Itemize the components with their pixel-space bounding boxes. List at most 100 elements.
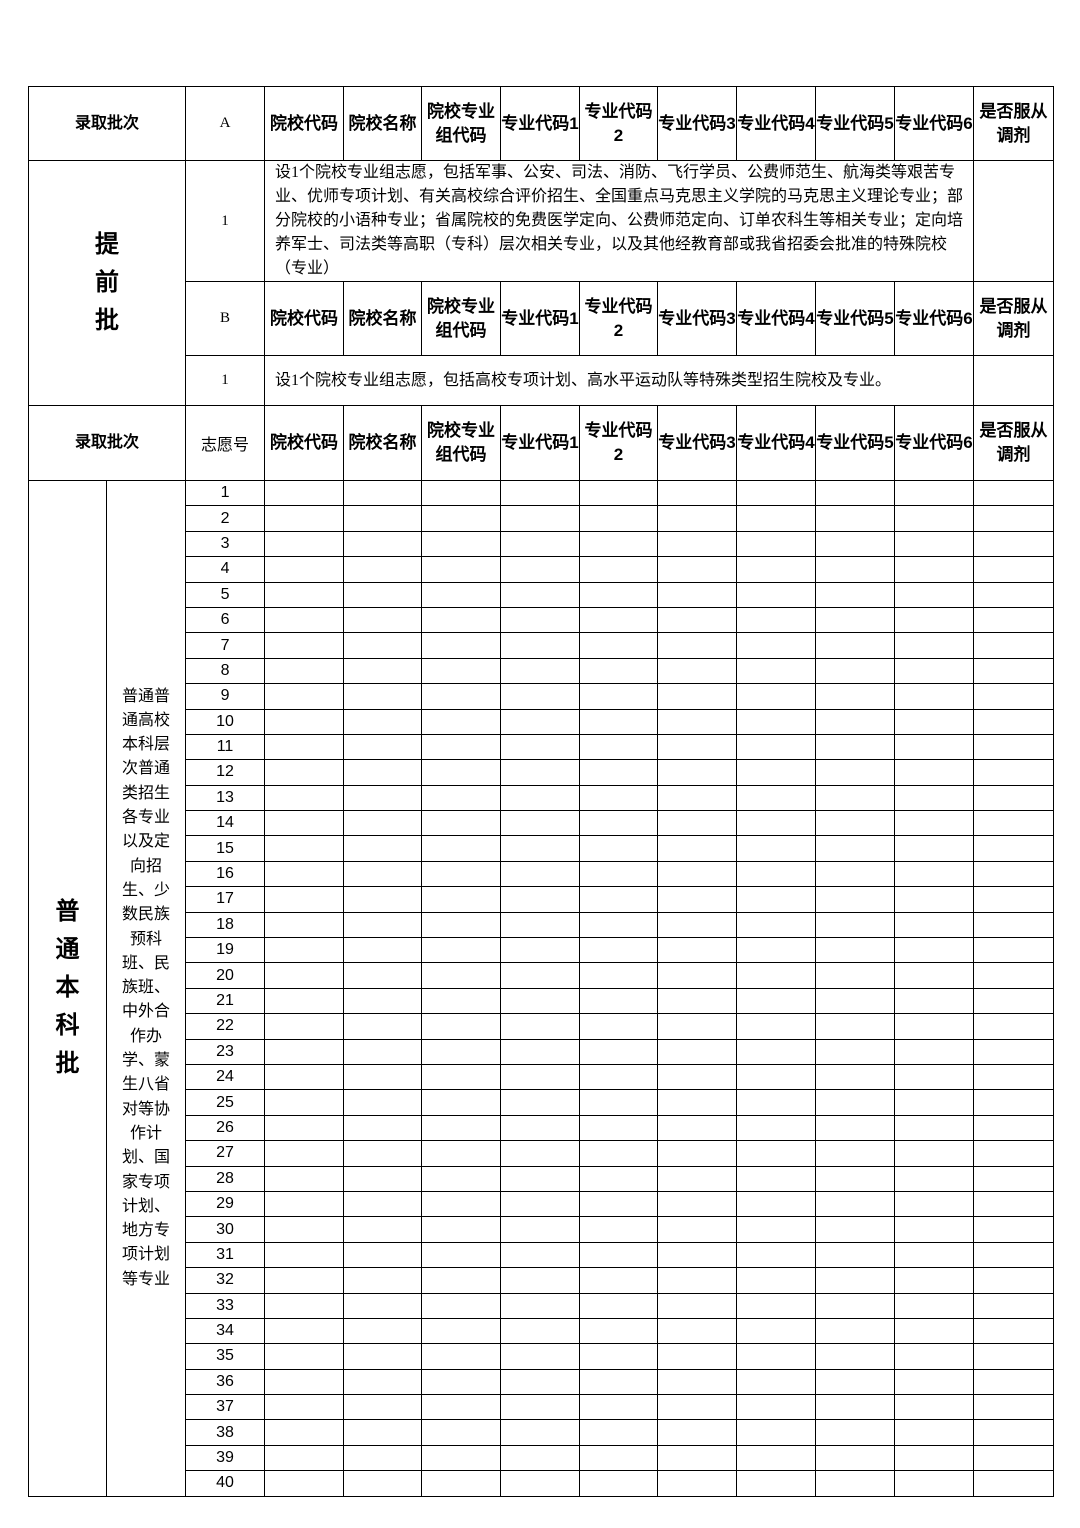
entry-cell[interactable] — [579, 1267, 659, 1294]
entry-cell[interactable] — [343, 683, 423, 710]
entry-cell[interactable] — [421, 1267, 502, 1294]
entry-cell[interactable] — [736, 860, 817, 888]
entry-cell[interactable] — [421, 1089, 502, 1116]
adjust-cell[interactable] — [973, 784, 1055, 812]
entry-cell[interactable] — [264, 911, 345, 939]
entry-cell[interactable] — [343, 1368, 423, 1396]
entry-cell[interactable] — [815, 784, 896, 812]
entry-cell[interactable] — [421, 1444, 502, 1472]
adjust-cell[interactable] — [973, 1368, 1055, 1396]
entry-cell[interactable] — [579, 784, 659, 812]
entry-cell[interactable] — [736, 733, 817, 761]
entry-cell[interactable] — [421, 1114, 502, 1142]
entry-cell[interactable] — [421, 556, 502, 583]
entry-cell[interactable] — [736, 987, 817, 1015]
entry-cell[interactable] — [421, 1343, 502, 1370]
entry-cell[interactable] — [343, 479, 423, 507]
entry-cell[interactable] — [657, 683, 738, 710]
entry-cell[interactable] — [657, 1241, 738, 1269]
entry-cell[interactable] — [894, 1038, 975, 1065]
entry-cell[interactable] — [736, 581, 817, 608]
adjust-cell[interactable] — [973, 1190, 1055, 1218]
entry-cell[interactable] — [579, 683, 659, 710]
entry-cell[interactable] — [421, 810, 502, 837]
entry-cell[interactable] — [815, 1114, 896, 1142]
entry-cell[interactable] — [500, 1241, 581, 1269]
entry-cell[interactable] — [894, 606, 975, 634]
entry-cell[interactable] — [343, 733, 423, 761]
entry-cell[interactable] — [815, 1140, 896, 1167]
entry-cell[interactable] — [500, 530, 581, 558]
entry-cell[interactable] — [264, 886, 345, 913]
entry-cell[interactable] — [736, 1038, 817, 1065]
entry-cell[interactable] — [421, 1140, 502, 1167]
entry-cell[interactable] — [657, 1038, 738, 1065]
adjust-cell[interactable] — [973, 937, 1055, 964]
entry-cell[interactable] — [736, 1267, 817, 1294]
entry-cell[interactable] — [894, 683, 975, 710]
entry-cell[interactable] — [894, 962, 975, 989]
entry-cell[interactable] — [264, 581, 345, 608]
entry-cell[interactable] — [579, 530, 659, 558]
entry-cell[interactable] — [657, 1140, 738, 1167]
entry-cell[interactable] — [815, 1190, 896, 1218]
entry-cell[interactable] — [421, 1216, 502, 1243]
entry-cell[interactable] — [500, 708, 581, 735]
entry-cell[interactable] — [343, 1292, 423, 1319]
entry-cell[interactable] — [343, 1343, 423, 1370]
entry-cell[interactable] — [815, 1267, 896, 1294]
entry-cell[interactable] — [343, 1394, 423, 1421]
entry-cell[interactable] — [421, 962, 502, 989]
entry-cell[interactable] — [657, 1114, 738, 1142]
adjust-cell[interactable] — [973, 733, 1055, 761]
entry-cell[interactable] — [894, 1165, 975, 1192]
entry-cell[interactable] — [500, 987, 581, 1015]
entry-cell[interactable] — [894, 987, 975, 1015]
entry-cell[interactable] — [579, 1165, 659, 1192]
entry-cell[interactable] — [815, 1419, 896, 1446]
adjust-cell[interactable] — [973, 606, 1055, 634]
entry-cell[interactable] — [500, 1140, 581, 1167]
entry-cell[interactable] — [657, 1368, 738, 1396]
entry-cell[interactable] — [657, 1267, 738, 1294]
entry-cell[interactable] — [579, 759, 659, 786]
entry-cell[interactable] — [421, 1394, 502, 1421]
entry-cell[interactable] — [421, 657, 502, 685]
entry-cell[interactable] — [657, 505, 738, 532]
entry-cell[interactable] — [736, 683, 817, 710]
adjust-cell[interactable] — [973, 632, 1055, 659]
entry-cell[interactable] — [421, 886, 502, 913]
entry-cell[interactable] — [500, 581, 581, 608]
entry-cell[interactable] — [657, 911, 738, 939]
entry-cell[interactable] — [421, 708, 502, 735]
entry-cell[interactable] — [736, 911, 817, 939]
adjust-cell[interactable] — [973, 911, 1055, 939]
entry-cell[interactable] — [500, 911, 581, 939]
entry-cell[interactable] — [815, 1216, 896, 1243]
entry-cell[interactable] — [894, 1343, 975, 1370]
entry-cell[interactable] — [657, 530, 738, 558]
adjust-cell[interactable] — [973, 1165, 1055, 1192]
entry-cell[interactable] — [343, 962, 423, 989]
entry-cell[interactable] — [815, 632, 896, 659]
entry-cell[interactable] — [264, 1216, 345, 1243]
adjust-cell[interactable] — [973, 860, 1055, 888]
entry-cell[interactable] — [500, 1470, 581, 1497]
entry-cell[interactable] — [579, 708, 659, 735]
entry-cell[interactable] — [343, 556, 423, 583]
adjust-cell[interactable] — [973, 355, 1055, 406]
entry-cell[interactable] — [815, 937, 896, 964]
entry-cell[interactable] — [736, 479, 817, 507]
entry-cell[interactable] — [264, 683, 345, 710]
entry-cell[interactable] — [736, 632, 817, 659]
entry-cell[interactable] — [500, 683, 581, 710]
entry-cell[interactable] — [579, 1394, 659, 1421]
entry-cell[interactable] — [894, 835, 975, 862]
entry-cell[interactable] — [343, 1013, 423, 1040]
entry-cell[interactable] — [894, 937, 975, 964]
entry-cell[interactable] — [343, 1470, 423, 1497]
adjust-cell[interactable] — [973, 479, 1055, 507]
entry-cell[interactable] — [894, 479, 975, 507]
entry-cell[interactable] — [657, 835, 738, 862]
entry-cell[interactable] — [736, 1114, 817, 1142]
